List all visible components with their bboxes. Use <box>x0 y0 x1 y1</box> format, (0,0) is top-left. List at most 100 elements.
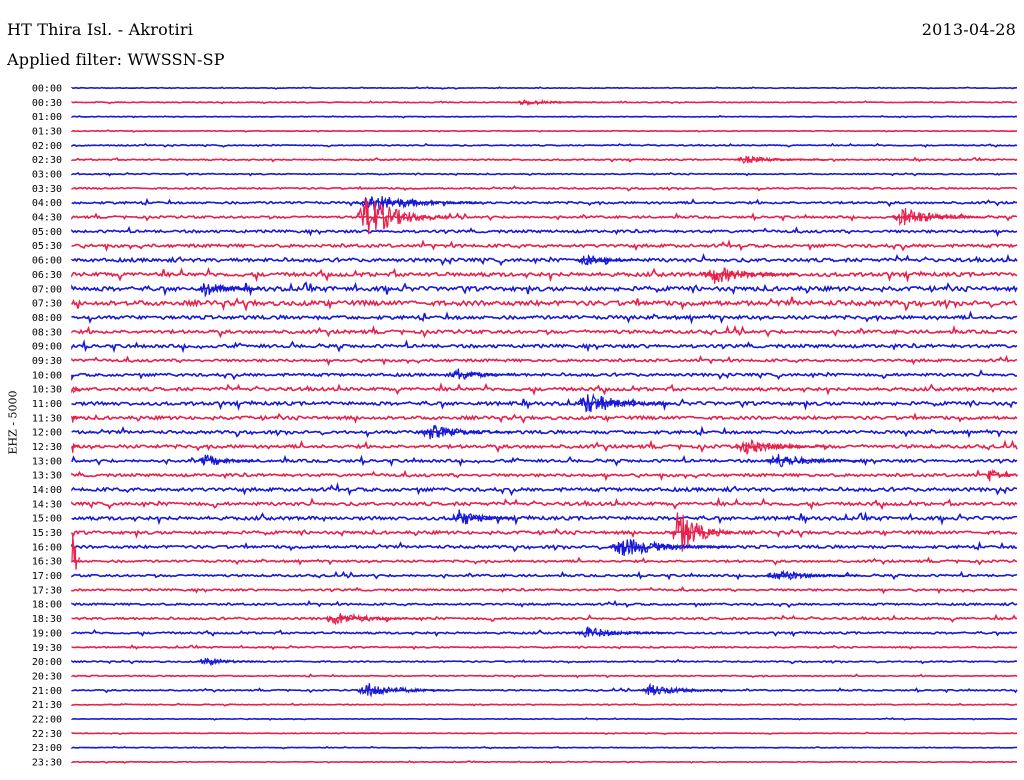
time-tick-1730: 17:30 <box>32 585 62 596</box>
trace-2130 <box>71 702 1018 707</box>
trace-0230 <box>71 156 1018 163</box>
record-date: 2013-04-28 <box>921 20 1016 39</box>
event-9 <box>71 385 81 394</box>
trace-0500 <box>71 225 1018 238</box>
event-27 <box>639 682 735 696</box>
time-tick-1230: 12:30 <box>32 442 62 453</box>
time-tick-2000: 20:00 <box>32 657 62 668</box>
event-8 <box>450 368 513 380</box>
event-14 <box>733 439 829 455</box>
trace-1630 <box>71 556 1018 566</box>
time-tick-0900: 09:00 <box>32 342 62 353</box>
trace-1730 <box>71 585 1018 595</box>
event-23 <box>323 612 419 626</box>
time-tick-1130: 11:30 <box>32 413 62 424</box>
trace-0430 <box>71 212 1018 222</box>
time-tick-1600: 16:00 <box>32 542 62 553</box>
seismic-events <box>71 98 1019 698</box>
time-tick-0600: 06:00 <box>32 256 62 267</box>
trace-0300 <box>71 171 1018 177</box>
trace-0930 <box>71 354 1018 367</box>
event-19 <box>670 512 734 552</box>
event-26 <box>355 683 451 698</box>
event-7 <box>198 283 261 298</box>
time-tick-0830: 08:30 <box>32 327 62 338</box>
trace-0700 <box>71 281 1018 297</box>
time-tick-0630: 06:30 <box>32 270 62 281</box>
trace-0830 <box>71 324 1018 339</box>
time-tick-2300: 23:00 <box>32 743 62 754</box>
trace-1500 <box>71 511 1018 526</box>
time-tick-1830: 18:30 <box>32 614 62 625</box>
time-tick-2100: 21:00 <box>32 686 62 697</box>
seismic-traces <box>71 86 1018 764</box>
trace-1900 <box>71 628 1018 638</box>
trace-1230 <box>71 439 1018 454</box>
trace-1830 <box>71 613 1018 623</box>
time-tick-labels: 00:00 00:30 01:00 01:30 02:00 02:30 03:00 03:30… <box>32 84 62 769</box>
event-1 <box>734 155 829 165</box>
time-tick-0300: 03:00 <box>32 170 62 181</box>
event-10 <box>576 392 672 413</box>
trace-0600 <box>71 252 1018 267</box>
time-tick-1300: 13:00 <box>32 456 62 467</box>
trace-1700 <box>71 570 1018 581</box>
trace-0000 <box>71 86 1018 90</box>
event-22 <box>765 569 861 581</box>
time-tick-1000: 10:00 <box>32 370 62 381</box>
trace-0330 <box>71 185 1018 192</box>
time-tick-1700: 17:00 <box>32 571 62 582</box>
event-11 <box>71 415 81 423</box>
time-tick-1200: 12:00 <box>32 428 62 439</box>
trace-0530 <box>71 239 1018 253</box>
event-2 <box>355 196 482 211</box>
trace-2230 <box>71 731 1018 736</box>
event-4 <box>891 208 987 227</box>
trace-0730 <box>71 296 1018 312</box>
time-tick-1900: 19:00 <box>32 628 62 639</box>
trace-0400 <box>71 197 1018 208</box>
time-tick-2230: 22:30 <box>32 729 62 740</box>
time-tick-0330: 03:30 <box>32 184 62 195</box>
time-tick-1030: 10:30 <box>32 385 62 396</box>
event-18 <box>450 509 514 525</box>
event-15 <box>197 454 261 467</box>
trace-1030 <box>71 382 1018 396</box>
event-12 <box>418 424 514 440</box>
trace-2030 <box>71 673 1018 679</box>
event-3 <box>355 197 451 235</box>
event-24 <box>576 625 671 638</box>
trace-0200 <box>71 142 1018 148</box>
trace-2330 <box>71 760 1018 764</box>
trace-1130 <box>71 412 1018 424</box>
time-tick-0800: 08:00 <box>32 313 62 324</box>
time-tick-1530: 15:30 <box>32 528 62 539</box>
time-tick-0530: 05:30 <box>32 241 62 252</box>
time-tick-0400: 04:00 <box>32 198 62 209</box>
event-17 <box>986 468 1019 482</box>
time-tick-2130: 21:30 <box>32 700 62 711</box>
event-16 <box>765 453 861 468</box>
event-13 <box>71 443 81 453</box>
trace-0800 <box>71 310 1018 325</box>
event-25 <box>197 657 261 667</box>
time-tick-1630: 16:30 <box>32 557 62 568</box>
time-tick-1400: 14:00 <box>32 485 62 496</box>
time-tick-0130: 01:30 <box>32 127 62 138</box>
event-0 <box>513 98 608 107</box>
time-tick-1930: 19:30 <box>32 643 62 654</box>
time-tick-0100: 01:00 <box>32 112 62 123</box>
filter-label: Applied filter: WWSSN-SP <box>7 50 225 69</box>
time-tick-1800: 18:00 <box>32 600 62 611</box>
time-tick-1100: 11:00 <box>32 399 62 410</box>
time-tick-0700: 07:00 <box>32 284 62 295</box>
trace-1200 <box>71 425 1018 439</box>
time-tick-0730: 07:30 <box>32 299 62 310</box>
time-tick-0430: 04:30 <box>32 213 62 224</box>
trace-1100 <box>71 396 1018 412</box>
event-21 <box>71 534 81 570</box>
trace-1600 <box>71 540 1018 553</box>
trace-1400 <box>71 481 1018 497</box>
time-tick-0200: 02:00 <box>32 141 62 152</box>
trace-1000 <box>71 368 1018 382</box>
